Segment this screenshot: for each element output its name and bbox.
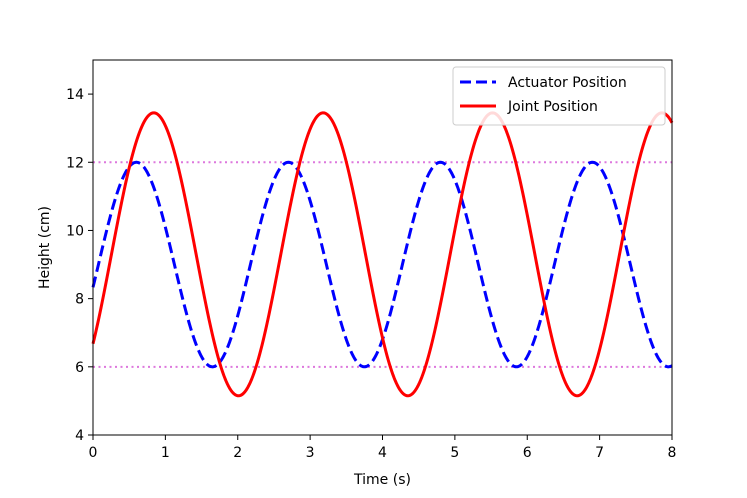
x-tick-label: 6 — [523, 445, 532, 461]
y-axis-ticks: 4 6 8 10 12 14 — [66, 87, 93, 444]
y-tick-label: 12 — [66, 155, 84, 171]
x-tick-label: 0 — [89, 445, 98, 461]
legend-box — [452, 66, 666, 126]
x-tick-label: 1 — [161, 445, 170, 461]
x-tick-label: 3 — [306, 445, 315, 461]
legend: Actuator Position Joint Position — [452, 66, 666, 126]
y-tick-label: 14 — [66, 87, 84, 103]
series-layer — [91, 111, 674, 398]
x-tick-label: 5 — [450, 445, 459, 461]
x-tick-label: 4 — [378, 445, 387, 461]
x-tick-label: 7 — [595, 445, 604, 461]
y-tick-label: 4 — [75, 428, 84, 444]
legend-label-actuator-position: Actuator Position — [508, 75, 627, 91]
x-tick-label: 8 — [668, 445, 677, 461]
x-axis-ticks: 0 1 2 3 4 5 6 7 8 — [89, 435, 677, 461]
y-tick-label: 10 — [66, 223, 84, 239]
y-tick-label: 6 — [75, 360, 84, 376]
y-axis-label: Height (cm) — [37, 206, 53, 289]
x-axis-label: Time (s) — [353, 472, 411, 488]
x-tick-label: 2 — [233, 445, 242, 461]
series-line-joint-position — [91, 111, 674, 398]
y-tick-label: 8 — [75, 292, 84, 308]
legend-label-joint-position: Joint Position — [507, 99, 598, 115]
